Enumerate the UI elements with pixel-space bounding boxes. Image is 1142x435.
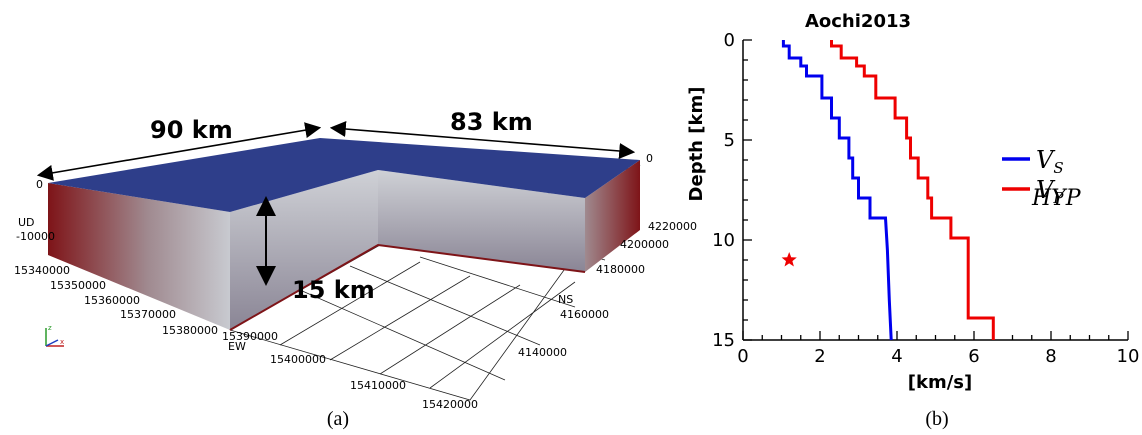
- series-line-v-s: [781, 40, 893, 341]
- chart-series: [781, 40, 995, 341]
- x-tick-label: 0: [737, 346, 748, 367]
- x-tick-label: 10: [1117, 346, 1140, 367]
- x-tick-labels: 0 2 4 6 8 10: [737, 346, 1139, 367]
- y-tick-label: 5: [724, 130, 735, 151]
- dim-label-ew: 90 km: [150, 116, 233, 144]
- y-tick-label: 10: [712, 230, 735, 251]
- inner-face-ns: [378, 170, 585, 272]
- y-tick-label: 15: [712, 330, 735, 351]
- ew-tick: 15410000: [350, 379, 406, 392]
- panel-b-caption: (b): [925, 408, 948, 430]
- dim-label-depth: 15 km: [292, 276, 375, 304]
- orientation-axes-icon: z x: [45, 324, 64, 347]
- ew-axis-label: EW: [228, 340, 246, 353]
- y-tick-labels: 0 5 10 15: [712, 30, 735, 351]
- legend: VS VP HYP: [1002, 146, 1082, 211]
- chart-title: Aochi2013: [805, 11, 911, 32]
- legend-label-vs: VS: [1036, 146, 1064, 177]
- series-line-v-p: [830, 40, 995, 340]
- dim-arrow-ew: [36, 122, 322, 181]
- ew-tick: 15340000: [14, 264, 70, 277]
- y-tick-label: 0: [724, 30, 735, 51]
- ns-tick: 4220000: [648, 220, 697, 233]
- ud-axis-value: -10000: [16, 230, 55, 243]
- ew-tick-labels: 15340000 15350000 15360000 15370000 1538…: [14, 264, 478, 411]
- ew-tick: 15420000: [422, 398, 478, 411]
- ns-tick: 4200000: [620, 238, 669, 251]
- top-zero-right: 0: [646, 152, 653, 165]
- top-zero-left: 0: [36, 178, 43, 191]
- ns-tick: 4160000: [560, 308, 609, 321]
- panel-a-caption: (a): [327, 408, 349, 430]
- model-3d-view: 90 km 83 km 15 km 0 0 UD -10000 EW NS 15…: [14, 108, 697, 430]
- legend-label-vp: VP: [1036, 176, 1064, 207]
- ns-axis-label: NS: [558, 293, 573, 306]
- ns-tick-labels: 4220000 4200000 4180000 4160000 4140000: [518, 220, 697, 359]
- hypocenter-star-icon: [781, 252, 797, 267]
- ns-tick: 4140000: [518, 346, 567, 359]
- dim-arrow-ns: [329, 121, 636, 159]
- x-tick-label: 6: [968, 346, 979, 367]
- velocity-depth-chart: Aochi2013 0 2 4 6 8 10 0 5 10 15 [km/s] Depth [k…: [686, 11, 1139, 430]
- legend-label-hyp: HYP: [1031, 186, 1082, 211]
- svg-text:x: x: [60, 338, 64, 346]
- x-tick-label: 4: [891, 346, 902, 367]
- y-axis-label: Depth [km]: [686, 87, 707, 202]
- side-face-ew: [48, 183, 230, 330]
- side-face-ns: [585, 160, 640, 272]
- ud-axis-label: UD: [18, 216, 35, 229]
- ns-tick: 4180000: [596, 263, 645, 276]
- x-tick-label: 2: [814, 346, 825, 367]
- dim-label-ns: 83 km: [450, 108, 533, 136]
- ew-tick: 15400000: [270, 353, 326, 366]
- svg-text:z: z: [48, 324, 52, 332]
- ew-tick: 15350000: [50, 279, 106, 292]
- ew-tick: 15380000: [162, 324, 218, 337]
- x-tick-label: 8: [1045, 346, 1056, 367]
- ew-tick: 15390000: [222, 330, 278, 343]
- hypocenter-marker: [781, 252, 797, 267]
- x-axis-label: [km/s]: [908, 372, 972, 393]
- ew-tick: 15370000: [120, 308, 176, 321]
- chart-axes: [742, 39, 1129, 341]
- ew-tick: 15360000: [84, 294, 140, 307]
